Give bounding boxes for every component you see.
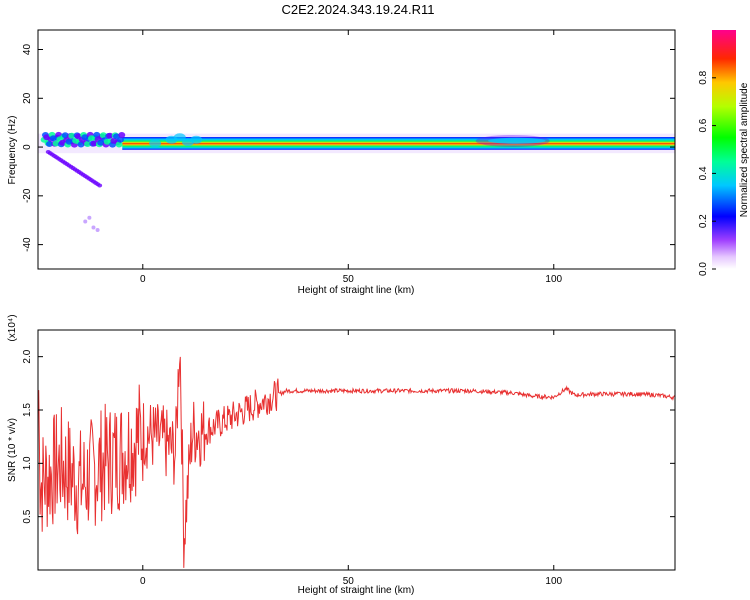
colorbar: 0.0 0.2 0.4 0.6 0.8 Normalized spectral ampl…	[698, 30, 750, 276]
colorbar-ticks: 0.0 0.2 0.4 0.6 0.8	[698, 70, 716, 276]
heatmap-cell	[45, 141, 53, 148]
heatmap-cell	[118, 132, 126, 139]
heatmap-noisy-segment	[40, 131, 126, 232]
colorbar-tick-label: 0.4	[698, 166, 709, 180]
heatmap-cell	[99, 132, 107, 139]
snr-x-label: Height of straight line (km)	[298, 585, 415, 596]
heatmap-cell	[116, 136, 124, 143]
y-tick-label: -40	[22, 237, 33, 252]
heatmap-cell	[115, 141, 123, 148]
heatmap-cell	[90, 140, 98, 147]
heatmap-cell	[83, 219, 88, 224]
heatmap-blob	[173, 133, 186, 142]
snr-frame	[37, 329, 676, 571]
snr-scale-label: (x10⁴)	[7, 314, 18, 341]
y-tick-label: 1.5	[22, 403, 33, 417]
spectrogram-x-label: Height of straight line (km)	[298, 285, 415, 296]
figure-title: C2E2.2024.343.19.24.R11	[282, 2, 435, 17]
spectrogram-ticks: 0 50 100 -40 -20 0 20 40	[22, 30, 675, 285]
spectrogram-panel: 0 50 100 -40 -20 0 20 40 Height of straight lin…	[7, 29, 676, 296]
y-tick-label: 0.5	[22, 509, 33, 523]
y-tick-label: 20	[22, 92, 33, 104]
y-tick-label: 0	[22, 144, 33, 150]
heatmap-cell	[52, 140, 60, 147]
snr-ticks: 0 50 100 0.5 1.0 1.5 2.0	[22, 330, 675, 587]
x-tick-label: 100	[545, 274, 562, 285]
heatmap-widening-core	[488, 137, 546, 144]
y-tick-label: 2.0	[22, 349, 33, 363]
colorbar-label: Normalized spectral amplitude	[739, 82, 750, 217]
heatmap-blob	[149, 139, 162, 148]
colorbar-tick-label: 0.6	[698, 118, 709, 132]
heatmap-cell	[87, 215, 92, 220]
heatmap-main-band	[122, 137, 675, 150]
snr-series-line	[38, 356, 675, 568]
heatmap-cell	[61, 132, 69, 139]
snr-panel: 0 50 100 0.5 1.0 1.5 2.0 Height of straight li…	[7, 314, 676, 596]
y-tick-label: 40	[22, 44, 33, 56]
colorbar-tick-label: 0.8	[698, 70, 709, 84]
x-tick-label: 50	[343, 274, 355, 285]
heatmap-blob	[190, 135, 203, 144]
x-tick-label: 0	[140, 274, 146, 285]
spectrogram-y-label: Frequency (Hz)	[7, 116, 18, 185]
spectrogram-heatmap	[38, 131, 675, 232]
x-tick-label: 0	[140, 576, 146, 587]
heatmap-cell	[95, 227, 100, 232]
heatmap-cell	[97, 183, 103, 188]
heatmap-cell	[77, 141, 85, 148]
colorbar-gradient	[712, 30, 736, 269]
y-tick-label: -20	[22, 188, 33, 203]
heatmap-cell	[84, 141, 92, 148]
x-tick-label: 100	[545, 576, 562, 587]
y-tick-label: 1.0	[22, 456, 33, 470]
spectrogram-frame	[37, 29, 676, 270]
colorbar-tick-label: 0.0	[698, 262, 709, 276]
heatmap-cell	[68, 132, 76, 139]
snr-y-label: SNR (10 * v/v)	[7, 418, 18, 482]
x-tick-label: 50	[343, 576, 355, 587]
heatmap-cell	[106, 132, 114, 139]
heatmap-cell	[91, 225, 96, 230]
colorbar-tick-label: 0.2	[698, 214, 709, 228]
